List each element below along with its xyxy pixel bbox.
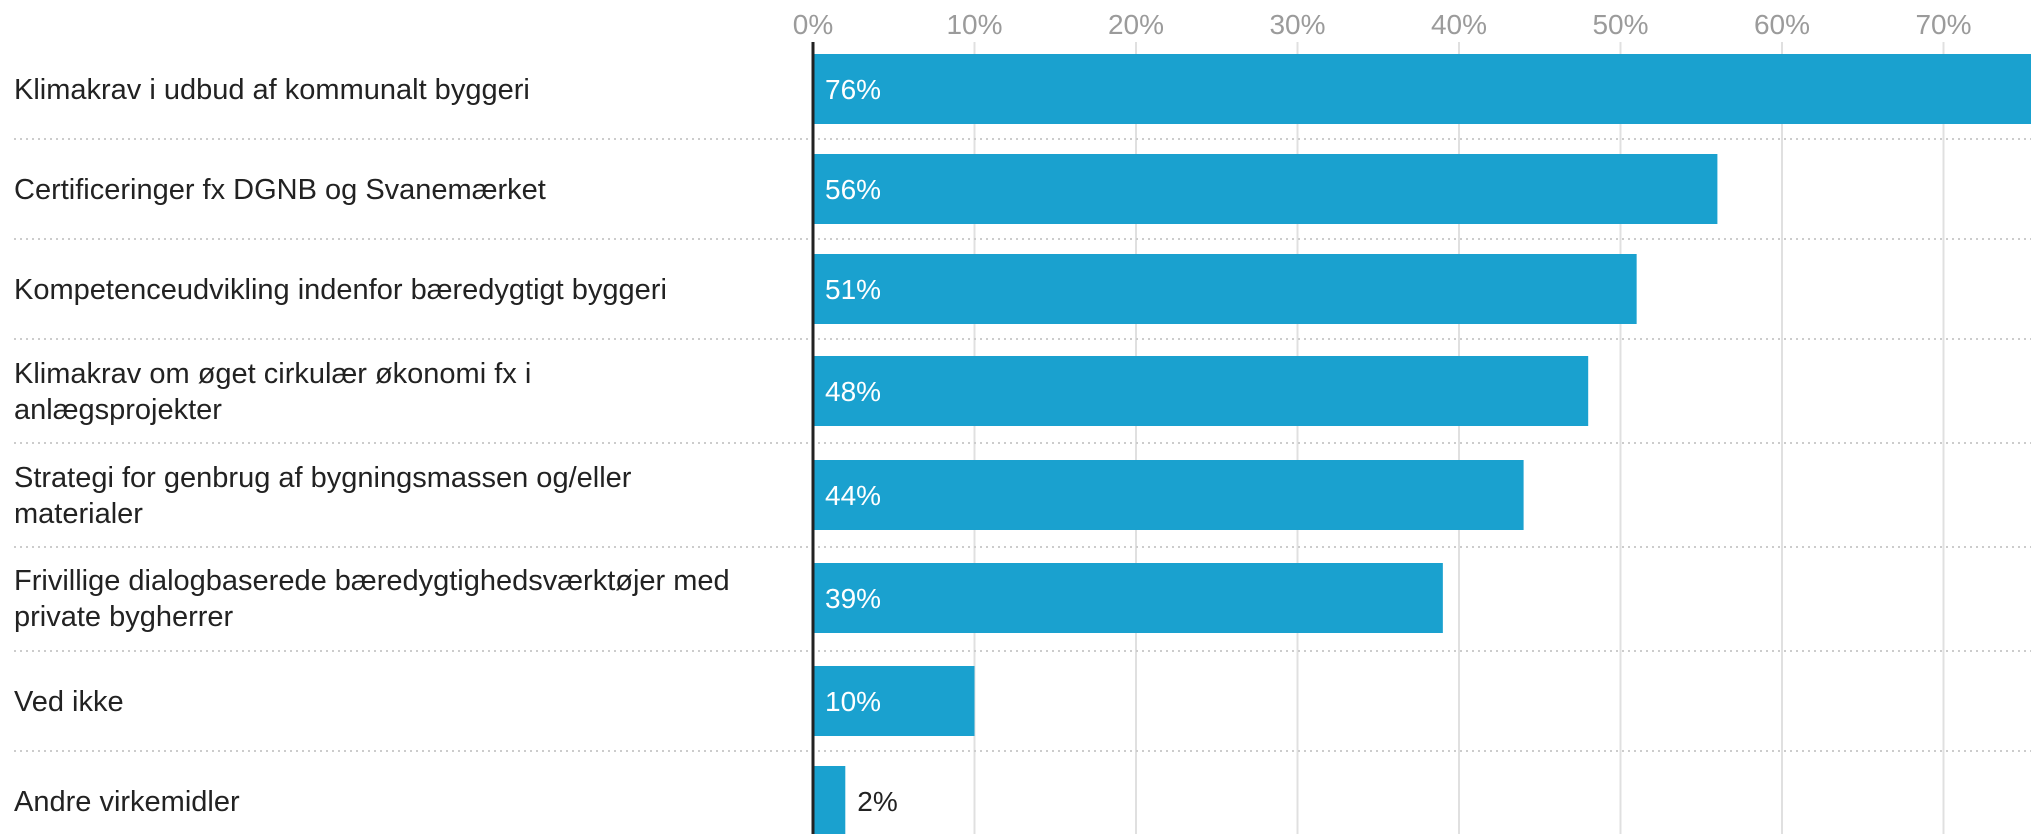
category-label: Certificeringer fx DGNB og Svanemærket [14, 174, 546, 206]
x-tick-label: 70% [1915, 9, 1971, 40]
value-label: 44% [825, 480, 881, 511]
bar [813, 356, 1589, 426]
category-labels: Klimakrav i udbud af kommunalt byggeri Ce… [14, 74, 730, 818]
category-label: Andre virkemidler [14, 786, 240, 818]
category-label: Frivillige dialogbaserede bæredygtigheds… [14, 565, 730, 633]
bar [813, 54, 2031, 124]
category-label-line: Frivillige dialogbaserede bæredygtigheds… [14, 565, 730, 597]
value-label: 76% [825, 74, 881, 105]
x-tick-label: 50% [1592, 9, 1648, 40]
bars [813, 54, 2031, 834]
bar [813, 563, 1443, 633]
bar [813, 666, 975, 736]
category-label: Kompetenceudvikling indenfor bæredygtigt… [14, 274, 667, 306]
x-axis-ticks: 0% 10% 20% 30% 40% 50% 60% 70% [793, 9, 1972, 40]
category-label: Klimakrav om øget cirkulær økonomi fx i a… [14, 358, 531, 426]
category-label: Ved ikke [14, 686, 124, 718]
category-label-line: anlægsprojekter [14, 394, 222, 426]
x-tick-label: 60% [1754, 9, 1810, 40]
value-label: 2% [857, 786, 897, 817]
value-label: 56% [825, 174, 881, 205]
category-label-line: Strategi for genbrug af bygningsmassen o… [14, 462, 632, 494]
category-label-line: Certificeringer fx DGNB og Svanemærket [14, 174, 546, 206]
value-label: 39% [825, 583, 881, 614]
category-label-line: Klimakrav om øget cirkulær økonomi fx i [14, 358, 531, 390]
category-label-line: Klimakrav i udbud af kommunalt byggeri [14, 74, 530, 106]
category-label-line: private bygherrer [14, 601, 234, 633]
x-tick-label: 40% [1431, 9, 1487, 40]
bar [813, 766, 846, 834]
category-label-line: Ved ikke [14, 686, 124, 718]
category-label: Strategi for genbrug af bygningsmassen o… [14, 462, 632, 530]
bar [813, 254, 1637, 324]
bar [813, 460, 1524, 530]
x-tick-label: 0% [793, 9, 833, 40]
x-tick-label: 10% [946, 9, 1002, 40]
category-label-line: Andre virkemidler [14, 786, 240, 818]
bar [813, 154, 1718, 224]
category-label-line: Kompetenceudvikling indenfor bæredygtigt… [14, 274, 667, 306]
category-label-line: materialer [14, 498, 143, 530]
row-separators [14, 138, 2031, 752]
value-label: 48% [825, 376, 881, 407]
x-tick-label: 30% [1269, 9, 1325, 40]
x-tick-label: 20% [1108, 9, 1164, 40]
value-label: 10% [825, 686, 881, 717]
category-label: Klimakrav i udbud af kommunalt byggeri [14, 74, 530, 106]
value-label: 51% [825, 274, 881, 305]
value-labels: 76% 56% 51% 48% 44% 39% 10% 2% [825, 74, 898, 817]
